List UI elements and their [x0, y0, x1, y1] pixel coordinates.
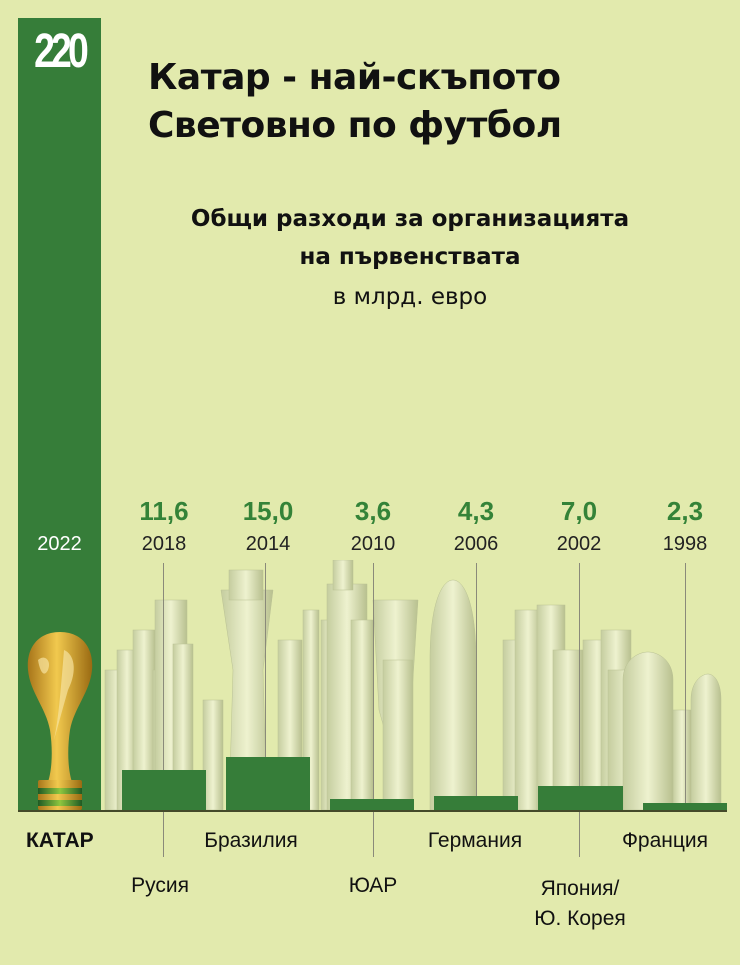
year-label-1998: 1998: [662, 533, 708, 555]
qatar-year: 2022: [37, 533, 82, 555]
country-label-south-africa: ЮАР: [348, 874, 398, 897]
unit-label: в млрд. евро: [332, 284, 488, 310]
country-label-japan-korea: Япония/ Ю. Корея: [520, 874, 640, 934]
bar-2014: [226, 757, 310, 811]
title-line-2: Световно по футбол: [148, 105, 562, 146]
country-label-france: Франция: [621, 829, 709, 852]
tick-2010: [373, 563, 374, 811]
skyline-illustration: [104, 560, 722, 810]
year-label-2006: 2006: [453, 533, 499, 555]
country-label-russia: Русия: [131, 874, 189, 897]
value-label-2002: 7,0: [560, 496, 598, 526]
tick-2006: [476, 563, 477, 811]
year-label-2018: 2018: [141, 533, 187, 555]
bar-2018: [122, 770, 206, 811]
label-divider: [579, 812, 580, 857]
country-label-korea: Ю. Корея: [534, 907, 626, 930]
title-line-1: Катар - най-скъпото: [148, 57, 561, 98]
value-label-2014: 15,0: [242, 496, 294, 526]
bar-2002: [538, 786, 623, 811]
country-label-qatar: КАТАР: [26, 829, 94, 852]
year-label-2010: 2010: [350, 533, 396, 555]
x-axis-baseline: [18, 810, 727, 812]
year-label-2002: 2002: [556, 533, 602, 555]
country-label-germany: Германия: [427, 829, 523, 852]
value-label-2018: 11,6: [139, 496, 189, 526]
subtitle-line-2: на първенствата: [299, 244, 521, 270]
tick-2014: [265, 563, 266, 811]
bar-1998: [643, 803, 727, 811]
world-cup-trophy-icon: [27, 632, 93, 810]
value-label-2010: 3,6: [354, 496, 392, 526]
subtitle-line-1: Общи разходи за организацията: [190, 206, 630, 232]
value-label-2006: 4,3: [457, 496, 495, 526]
value-label-1998: 2,3: [666, 496, 704, 526]
country-label-brazil: Бразилия: [204, 829, 298, 852]
tick-2002: [579, 563, 580, 811]
label-divider: [373, 812, 374, 857]
tick-2018: [163, 563, 164, 811]
label-divider: [163, 812, 164, 857]
qatar-value: 220: [34, 25, 89, 78]
bar-2010: [330, 799, 414, 811]
chart-subtitle: Общи разходи за организацията на първенс…: [100, 200, 720, 276]
year-label-2014: 2014: [245, 533, 291, 555]
chart-title: Катар - най-скъпото Световно по футбол: [148, 54, 562, 150]
bar-2006: [434, 796, 518, 811]
tick-1998: [685, 563, 686, 811]
country-label-japan: Япония/: [540, 877, 620, 900]
